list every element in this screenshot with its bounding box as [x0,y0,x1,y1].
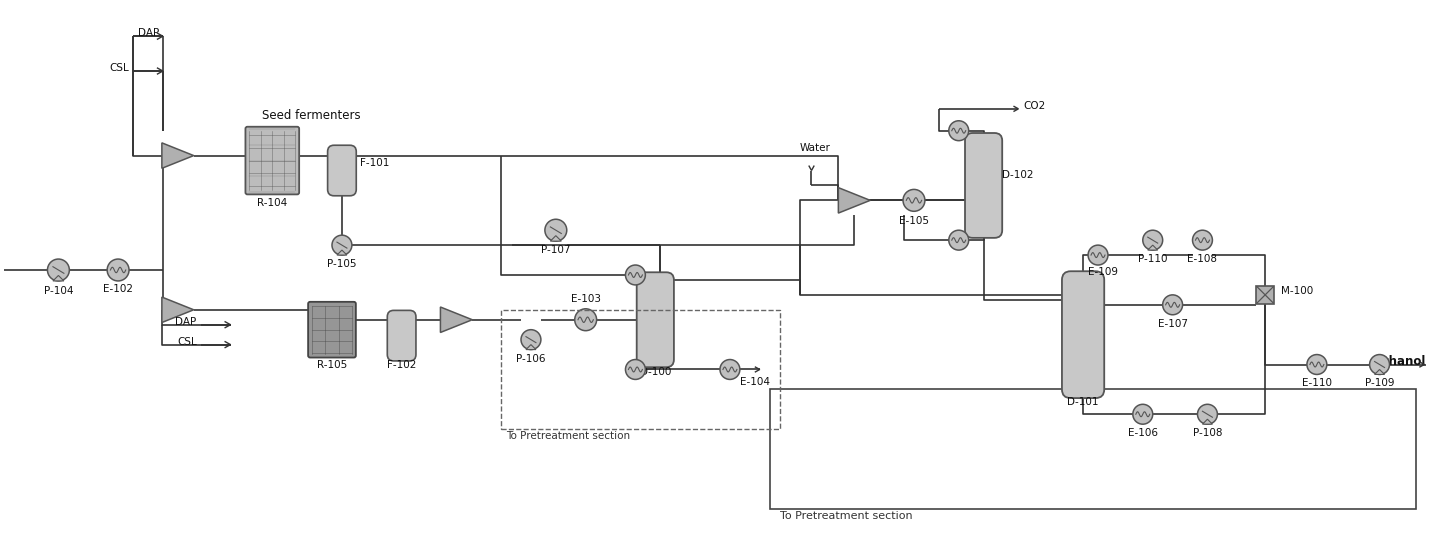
Text: F-102: F-102 [388,359,416,370]
Text: E-103: E-103 [571,294,601,304]
Text: Ethanol: Ethanol [1376,355,1426,368]
Bar [500,310,779,429]
Text: M-100: M-100 [1281,286,1313,296]
Polygon shape [162,297,193,322]
Text: E-104: E-104 [739,378,769,387]
Text: R-104: R-104 [257,199,287,208]
Circle shape [1370,355,1390,374]
Circle shape [1307,355,1327,374]
FancyBboxPatch shape [965,133,1002,238]
Circle shape [1133,404,1153,424]
Text: P-107: P-107 [541,245,571,255]
Circle shape [1193,230,1213,250]
Circle shape [521,330,541,350]
Text: E-108: E-108 [1187,254,1217,264]
Text: P-109: P-109 [1364,378,1394,388]
Circle shape [625,265,645,285]
Polygon shape [1374,370,1384,374]
Text: To Pretreatment section: To Pretreatment section [779,511,912,521]
Polygon shape [53,275,64,281]
Text: E-109: E-109 [1088,267,1118,277]
Text: E-102: E-102 [103,284,133,294]
Circle shape [1163,295,1183,315]
Text: CO2: CO2 [1024,101,1045,111]
Circle shape [948,121,968,140]
Text: P-108: P-108 [1193,428,1223,438]
Circle shape [545,220,566,241]
Circle shape [902,189,925,211]
Text: R-105: R-105 [317,359,347,370]
Polygon shape [551,236,562,241]
Text: To Pretreatment section: To Pretreatment section [506,431,631,441]
Text: D-100: D-100 [639,367,671,378]
Bar [1256,286,1274,304]
Text: P-106: P-106 [516,353,546,364]
Text: E-106: E-106 [1128,428,1158,438]
Text: D-101: D-101 [1067,398,1098,407]
Circle shape [47,259,69,281]
Text: CSL: CSL [109,63,129,73]
Text: CSL: CSL [177,337,197,346]
Circle shape [719,359,739,379]
Text: Water: Water [799,143,831,153]
Polygon shape [1148,245,1158,250]
Text: D-102: D-102 [1001,171,1032,180]
Polygon shape [526,345,536,350]
FancyBboxPatch shape [636,272,674,367]
FancyBboxPatch shape [327,145,356,196]
Circle shape [332,235,352,255]
Text: P-110: P-110 [1138,254,1167,264]
Text: DAP: DAP [176,317,197,327]
FancyBboxPatch shape [388,310,416,361]
Text: E-110: E-110 [1301,378,1331,388]
Circle shape [575,309,596,331]
Circle shape [1143,230,1163,250]
FancyBboxPatch shape [246,127,299,194]
Text: E-107: E-107 [1158,318,1188,329]
Text: E-105: E-105 [899,216,930,226]
Text: DAP: DAP [137,28,159,38]
Polygon shape [440,307,472,332]
Circle shape [1088,245,1108,265]
Polygon shape [1203,419,1213,424]
Polygon shape [337,250,347,255]
Polygon shape [838,188,871,213]
Bar [769,390,1416,509]
Circle shape [625,359,645,379]
Polygon shape [162,143,193,168]
FancyBboxPatch shape [1062,271,1104,398]
Text: P-105: P-105 [327,259,356,269]
Circle shape [1197,404,1217,424]
FancyBboxPatch shape [307,302,356,358]
Text: F-101: F-101 [360,158,389,167]
Text: P-104: P-104 [44,286,73,296]
Circle shape [948,230,968,250]
Circle shape [107,259,129,281]
Text: Seed fermenters: Seed fermenters [262,109,360,122]
